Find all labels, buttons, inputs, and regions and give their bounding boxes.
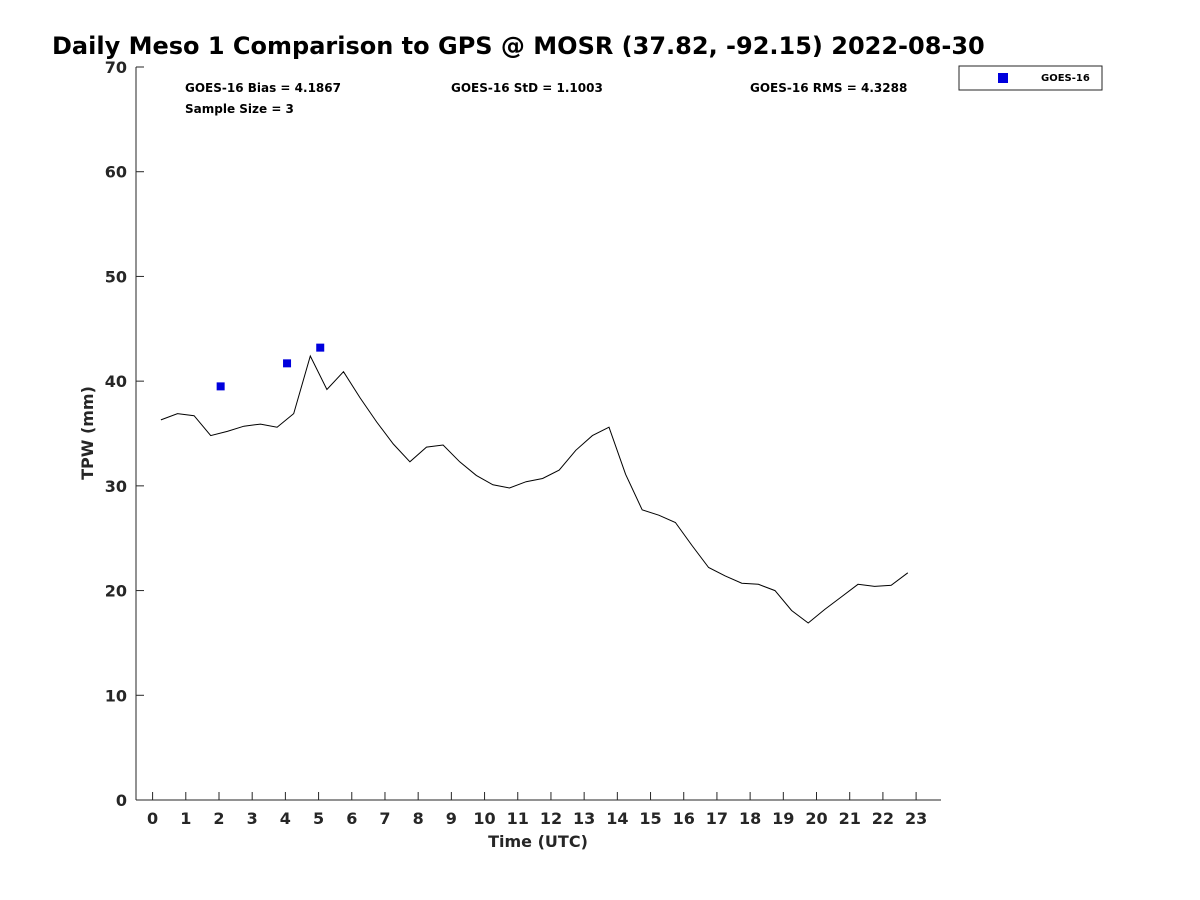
x-tick-label: 11 — [507, 809, 529, 828]
stat-bias: GOES-16 Bias = 4.1867 — [185, 81, 341, 95]
x-tick-label: 0 — [147, 809, 158, 828]
y-tick-label: 50 — [105, 267, 127, 286]
x-tick-label: 20 — [805, 809, 827, 828]
legend-box — [958, 65, 1103, 91]
x-tick-label: 19 — [772, 809, 794, 828]
y-tick-label: 30 — [105, 477, 127, 496]
axes — [135, 67, 941, 801]
x-tick-label: 1 — [180, 809, 191, 828]
goes-16-point — [316, 343, 325, 352]
x-tick-label: 3 — [247, 809, 258, 828]
y-tick-label: 10 — [105, 686, 127, 705]
x-tick-label: 4 — [280, 809, 291, 828]
x-tick-label: 18 — [739, 809, 761, 828]
x-tick-label: 12 — [540, 809, 562, 828]
x-tick-label: 5 — [313, 809, 324, 828]
y-axis-label: TPW (mm) — [78, 386, 97, 480]
y-tick-label: 0 — [116, 791, 127, 810]
x-tick-label: 13 — [573, 809, 595, 828]
x-tick-label: 23 — [905, 809, 927, 828]
y-tick-label: 40 — [105, 372, 127, 391]
y-tick-label: 20 — [105, 582, 127, 601]
x-tick-label: 2 — [213, 809, 224, 828]
chart-title: Daily Meso 1 Comparison to GPS @ MOSR (3… — [52, 32, 985, 60]
y-tick-label: 60 — [105, 163, 127, 182]
legend: GOES-16 — [958, 65, 1103, 91]
stat-sample-size: Sample Size = 3 — [185, 102, 294, 116]
stat-std: GOES-16 StD = 1.1003 — [451, 81, 603, 95]
goes-16-point — [216, 382, 225, 391]
y-tick-label: 70 — [105, 58, 127, 77]
x-axis-label: Time (UTC) — [488, 832, 588, 851]
legend-marker-goes-16 — [998, 73, 1008, 83]
x-tick-label: 7 — [379, 809, 390, 828]
x-tick-label: 14 — [606, 809, 628, 828]
series-layer — [160, 343, 909, 624]
x-tick-label: 10 — [473, 809, 495, 828]
x-tick-label: 9 — [446, 809, 457, 828]
x-tick-label: 15 — [639, 809, 661, 828]
x-tick-label: 16 — [673, 809, 695, 828]
x-tick-label: 21 — [839, 809, 861, 828]
y-ticks: 0 10 20 30 40 50 60 70 — [105, 58, 144, 810]
goes-16-point — [283, 359, 292, 368]
gps-tpw-line — [160, 354, 909, 624]
x-tick-label: 17 — [706, 809, 728, 828]
x-tick-label: 8 — [413, 809, 424, 828]
legend-label-goes-16: GOES-16 — [1041, 73, 1090, 84]
x-ticks: 0 1 2 3 4 5 6 7 8 9 10 11 12 13 14 15 16 17 18 19 20 21 22 23 — [147, 792, 927, 828]
stat-rms: GOES-16 RMS = 4.3288 — [750, 81, 907, 95]
x-tick-label: 6 — [346, 809, 357, 828]
x-tick-label: 22 — [872, 809, 894, 828]
